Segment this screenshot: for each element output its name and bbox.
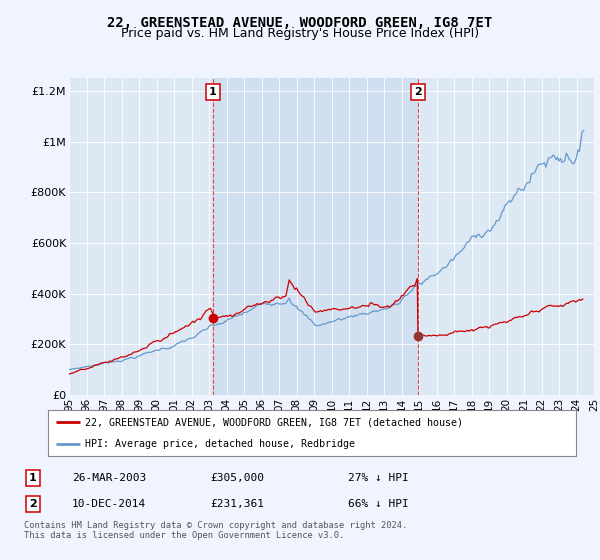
Text: Contains HM Land Registry data © Crown copyright and database right 2024.
This d: Contains HM Land Registry data © Crown c… bbox=[24, 521, 407, 540]
Text: 2: 2 bbox=[29, 499, 37, 509]
Text: 22, GREENSTEAD AVENUE, WOODFORD GREEN, IG8 7ET: 22, GREENSTEAD AVENUE, WOODFORD GREEN, I… bbox=[107, 16, 493, 30]
Text: £305,000: £305,000 bbox=[210, 473, 264, 483]
Text: 66% ↓ HPI: 66% ↓ HPI bbox=[348, 499, 409, 509]
Text: 22, GREENSTEAD AVENUE, WOODFORD GREEN, IG8 7ET (detached house): 22, GREENSTEAD AVENUE, WOODFORD GREEN, I… bbox=[85, 417, 463, 427]
Text: 1: 1 bbox=[209, 87, 217, 97]
Text: 26-MAR-2003: 26-MAR-2003 bbox=[72, 473, 146, 483]
Text: 1: 1 bbox=[29, 473, 37, 483]
Text: HPI: Average price, detached house, Redbridge: HPI: Average price, detached house, Redb… bbox=[85, 439, 355, 449]
Text: Price paid vs. HM Land Registry's House Price Index (HPI): Price paid vs. HM Land Registry's House … bbox=[121, 27, 479, 40]
Text: 2: 2 bbox=[414, 87, 422, 97]
Text: £231,361: £231,361 bbox=[210, 499, 264, 509]
Bar bbox=[213, 78, 418, 395]
Text: 27% ↓ HPI: 27% ↓ HPI bbox=[348, 473, 409, 483]
Text: 10-DEC-2014: 10-DEC-2014 bbox=[72, 499, 146, 509]
